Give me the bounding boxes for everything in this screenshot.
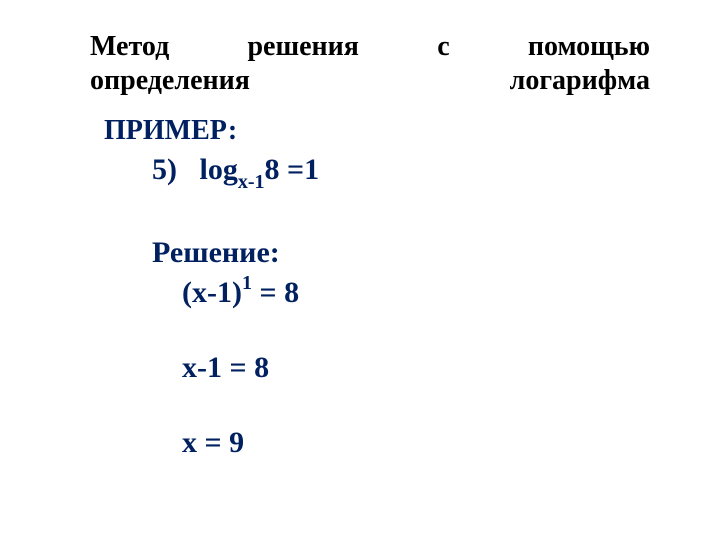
problem-number: 5) [152,153,177,186]
solution-step-3: х = 9 [182,426,650,459]
step1-exp: 1 [242,272,252,294]
solution-label: Решение: [152,236,650,270]
log-func: log [200,153,238,186]
slide-title: Метод решения с помощью определения лога… [90,30,650,97]
log-arg-rhs: 8 =1 [265,153,320,186]
problem-equation: 5) logх-18 =1 [152,153,650,192]
example-label: ПРИМЕР: [104,115,650,147]
solution-step-2: х-1 = 8 [182,351,650,384]
title-line2: определения логарифма [90,65,650,96]
log-base: х-1 [238,171,265,193]
slide: Метод решения с помощью определения лога… [0,0,720,540]
step1-rhs: = 8 [252,276,299,309]
solution-step-1: (х-1)1 = 8 [182,274,650,309]
step1-base: (х-1) [182,276,242,309]
title-line1: Метод решения с помощью [90,31,650,62]
